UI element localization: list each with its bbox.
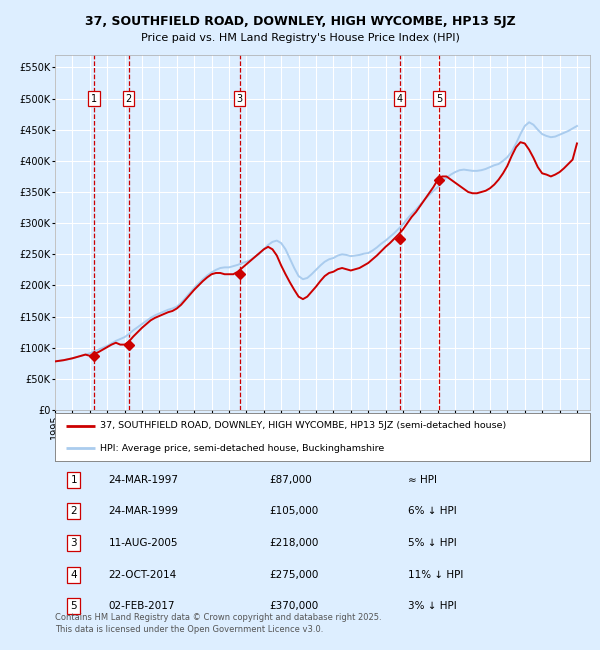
Text: ≈ HPI: ≈ HPI [408, 474, 437, 485]
Text: 4: 4 [397, 94, 403, 103]
Text: 37, SOUTHFIELD ROAD, DOWNLEY, HIGH WYCOMBE, HP13 5JZ: 37, SOUTHFIELD ROAD, DOWNLEY, HIGH WYCOM… [85, 15, 515, 28]
Text: 3: 3 [236, 94, 242, 103]
Text: £218,000: £218,000 [269, 538, 319, 548]
Text: 5: 5 [436, 94, 442, 103]
Text: 11-AUG-2005: 11-AUG-2005 [109, 538, 178, 548]
Text: 3: 3 [70, 538, 77, 548]
Text: £105,000: £105,000 [269, 506, 318, 516]
Text: £275,000: £275,000 [269, 569, 319, 580]
Text: 3% ↓ HPI: 3% ↓ HPI [408, 601, 457, 611]
Text: 5% ↓ HPI: 5% ↓ HPI [408, 538, 457, 548]
Text: HPI: Average price, semi-detached house, Buckinghamshire: HPI: Average price, semi-detached house,… [100, 443, 385, 452]
Text: 1: 1 [70, 474, 77, 485]
Text: 22-OCT-2014: 22-OCT-2014 [109, 569, 177, 580]
Text: Contains HM Land Registry data © Crown copyright and database right 2025.
This d: Contains HM Land Registry data © Crown c… [55, 613, 382, 634]
Text: Price paid vs. HM Land Registry's House Price Index (HPI): Price paid vs. HM Land Registry's House … [140, 33, 460, 43]
Text: 37, SOUTHFIELD ROAD, DOWNLEY, HIGH WYCOMBE, HP13 5JZ (semi-detached house): 37, SOUTHFIELD ROAD, DOWNLEY, HIGH WYCOM… [100, 421, 507, 430]
Text: 4: 4 [70, 569, 77, 580]
Text: £87,000: £87,000 [269, 474, 312, 485]
Text: £370,000: £370,000 [269, 601, 318, 611]
Text: 2: 2 [70, 506, 77, 516]
Text: 5: 5 [70, 601, 77, 611]
Text: 11% ↓ HPI: 11% ↓ HPI [408, 569, 463, 580]
Text: 24-MAR-1997: 24-MAR-1997 [109, 474, 179, 485]
Text: 1: 1 [91, 94, 97, 103]
Text: 6% ↓ HPI: 6% ↓ HPI [408, 506, 457, 516]
Text: 2: 2 [125, 94, 132, 103]
Text: 24-MAR-1999: 24-MAR-1999 [109, 506, 179, 516]
Text: 02-FEB-2017: 02-FEB-2017 [109, 601, 175, 611]
